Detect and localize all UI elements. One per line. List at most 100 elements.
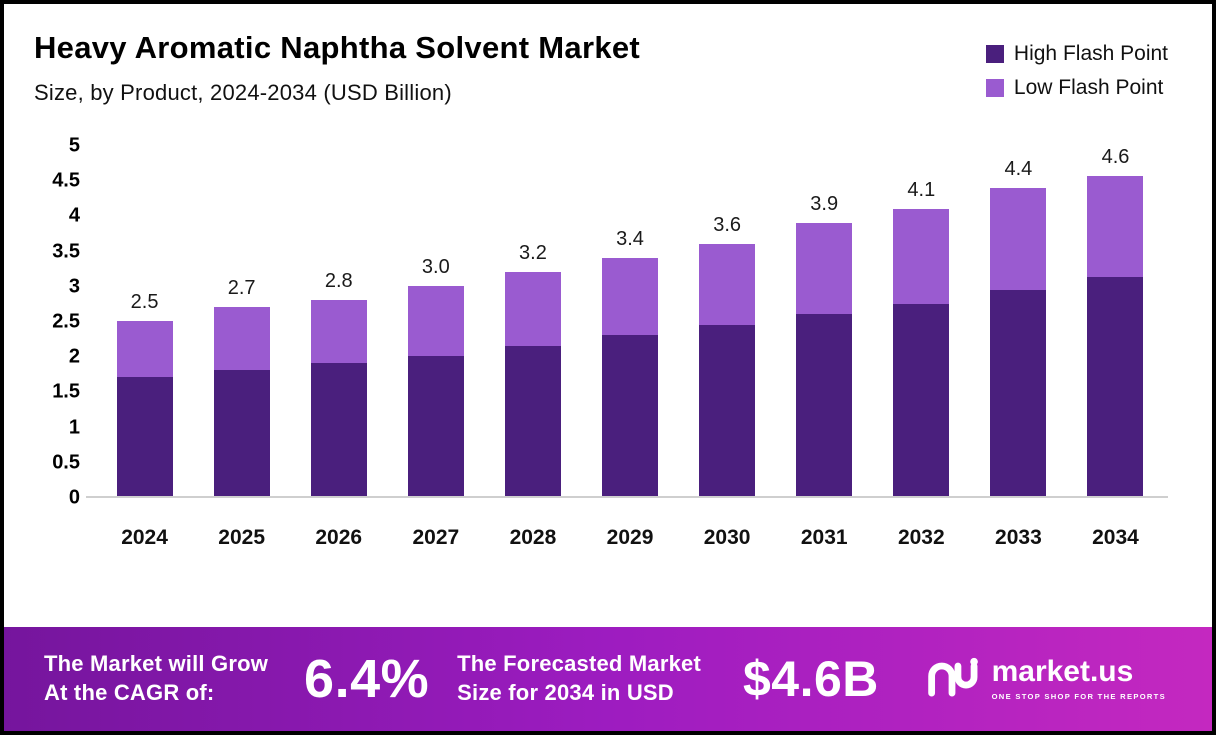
bar-value-label: 3.4	[616, 228, 644, 250]
bar-segment-low-flash-point	[796, 223, 853, 314]
cagr-caption-line2: At the CAGR of:	[44, 680, 215, 705]
bar-value-label: 2.7	[227, 277, 256, 299]
y-tick-label: 3	[68, 275, 80, 298]
x-tick-label-2032: 2032	[897, 526, 945, 549]
bar-column-2032: 4.1	[873, 146, 970, 496]
y-tick-label: 1.5	[52, 380, 80, 403]
bar-2024	[116, 321, 173, 496]
bar-2030	[699, 244, 756, 496]
bar-2032	[893, 209, 950, 496]
y-tick-label: 2	[68, 345, 80, 368]
page-title: Heavy Aromatic Naphtha Solvent Market	[34, 30, 641, 65]
x-tick-label-2031: 2031	[800, 526, 848, 549]
bar-column-2024: 2.5	[96, 146, 193, 496]
cagr-caption: The Market will Grow At the CAGR of:	[44, 650, 268, 707]
marketus-logo-text: market.us	[991, 655, 1134, 688]
bar-value-label: 2.5	[130, 291, 159, 313]
bar-segment-high-flash-point	[893, 303, 950, 496]
x-tick-label-2028: 2028	[509, 526, 557, 549]
bar-segment-low-flash-point	[310, 300, 367, 363]
forecast-caption: The Forecasted Market Size for 2034 in U…	[457, 650, 701, 707]
bar-2033	[990, 188, 1047, 496]
forecast-caption-line1: The Forecasted Market	[457, 651, 701, 677]
bar-segment-high-flash-point	[213, 370, 270, 496]
legend-swatch	[985, 79, 1004, 97]
x-tick-label-2026: 2026	[315, 526, 363, 549]
chart-section: 5 4.5 4 3.5 3 2.5 2 1.5 1 0.5 0 2.5 2.7 2.8 3.0 3.2 3.4…	[4, 106, 1212, 627]
cagr-caption-line1: The Market will Grow	[44, 651, 269, 677]
x-tick-label-2030: 2030	[703, 526, 751, 549]
y-tick-label: 0	[68, 486, 80, 509]
plot-area: 2.5 2.7 2.8 3.0 3.2 3.4 3.6 3.9 4.1 4.4 4.6	[86, 146, 1168, 498]
bar-value-label: 4.6	[1101, 146, 1130, 168]
bar-value-label: 3.0	[421, 256, 450, 278]
forecast-value: $4.6B	[742, 651, 879, 707]
bar-value-label: 3.6	[713, 214, 742, 236]
y-tick-label: 3.5	[52, 240, 80, 263]
bar-column-2027: 3.0	[387, 146, 484, 496]
x-tick-label-2027: 2027	[412, 526, 460, 549]
bar-value-label: 3.9	[810, 193, 839, 215]
chart-header: Heavy Aromatic Naphtha Solvent Market Si…	[4, 4, 1212, 106]
bar-segment-low-flash-point	[213, 307, 270, 370]
page-subtitle: Size, by Product, 2024-2034 (USD Billion…	[34, 80, 452, 105]
bar-column-2029: 3.4	[581, 146, 678, 496]
bar-segment-low-flash-point	[990, 188, 1047, 290]
bar-segment-high-flash-point	[602, 334, 659, 496]
bar-column-2034: 4.6	[1067, 146, 1164, 496]
bar-column-2033: 4.4	[970, 146, 1067, 496]
x-tick-label-2034: 2034	[1092, 526, 1139, 549]
bar-column-2028: 3.2	[484, 146, 581, 496]
bar-2025	[213, 307, 270, 496]
legend-label: High Flash Point	[1013, 42, 1168, 65]
legend-label: Low Flash Point	[1013, 76, 1164, 99]
legend-item-high-flash-point: High Flash Point	[985, 42, 1168, 66]
bar-column-2025: 2.7	[193, 146, 290, 496]
bar-segment-high-flash-point	[407, 355, 464, 496]
bar-segment-high-flash-point	[796, 314, 853, 496]
chart-legend: High Flash Point Low Flash Point	[985, 42, 1168, 100]
bar-segment-high-flash-point	[116, 377, 173, 496]
x-tick-label-2029: 2029	[606, 526, 654, 549]
bar-segment-low-flash-point	[1087, 176, 1144, 277]
bar-segment-high-flash-point	[310, 363, 367, 496]
y-tick-label: 5	[68, 134, 80, 157]
marketus-logo[interactable]: market.us ONE STOP SHOP FOR THE REPORTS	[924, 655, 1166, 704]
legend-swatch	[985, 45, 1004, 63]
bar-segment-low-flash-point	[504, 272, 561, 346]
bar-value-label: 3.2	[519, 242, 547, 264]
legend-item-low-flash-point: Low Flash Point	[985, 76, 1168, 100]
bar-column-2026: 2.8	[290, 146, 387, 496]
y-axis: 5 4.5 4 3.5 3 2.5 2 1.5 1 0.5 0	[26, 135, 86, 509]
bar-segment-high-flash-point	[504, 345, 561, 496]
bar-segment-low-flash-point	[116, 321, 173, 377]
bar-2028	[504, 272, 561, 496]
bar-2027	[407, 286, 464, 496]
chart-area: 5 4.5 4 3.5 3 2.5 2 1.5 1 0.5 0 2.5 2.7 2.8 3.0 3.2 3.4…	[4, 135, 1212, 509]
bar-segment-high-flash-point	[699, 324, 756, 496]
x-axis: 2024 2025 2026 2027 2028 2029 2030 2031 2032 2033…	[4, 526, 1212, 550]
forecast-caption-line2: Size for 2034 in USD	[457, 680, 674, 705]
bar-2029	[602, 258, 659, 496]
bar-2031	[796, 223, 853, 496]
bar-value-label: 4.1	[907, 179, 936, 201]
y-tick-label: 2.5	[52, 310, 80, 333]
bar-segment-low-flash-point	[602, 258, 659, 335]
y-tick-label: 4.5	[52, 169, 80, 192]
bar-value-label: 2.8	[324, 270, 353, 292]
y-tick-label: 1	[68, 416, 80, 439]
bar-segment-high-flash-point	[1087, 276, 1144, 496]
y-tick-label: 0.5	[52, 451, 80, 474]
bar-2034	[1087, 176, 1144, 496]
marketus-logo-icon	[924, 655, 980, 704]
bar-2026	[310, 300, 367, 496]
y-tick-label: 4	[68, 204, 80, 227]
bottom-banner: The Market will Grow At the CAGR of: 6.4…	[4, 627, 1212, 731]
bar-segment-low-flash-point	[407, 286, 464, 356]
x-tick-label-2033: 2033	[995, 526, 1042, 549]
bar-segment-low-flash-point	[893, 209, 950, 304]
bar-value-label: 4.4	[1004, 158, 1033, 180]
x-tick-label-2024: 2024	[121, 526, 168, 549]
x-tick-label-2025: 2025	[218, 526, 265, 549]
